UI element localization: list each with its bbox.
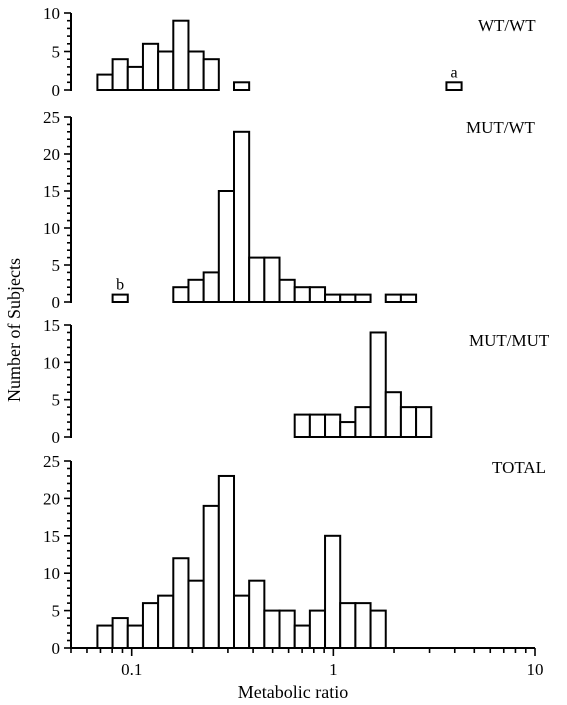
histogram-bar	[233, 594, 251, 650]
histogram-bar	[217, 474, 236, 649]
y-tick-label: 10	[43, 4, 60, 23]
histogram-bar	[354, 293, 372, 304]
panel-label: MUT/WT	[466, 118, 536, 137]
y-tick-label: 10	[43, 353, 60, 372]
histogram-bar	[96, 73, 114, 91]
histogram-bar	[233, 81, 251, 92]
histogram-bar	[445, 81, 463, 92]
y-tick-label: 25	[43, 452, 60, 471]
histogram-bar	[96, 624, 114, 649]
bar-annotation: a	[450, 64, 457, 81]
histogram-bar	[187, 278, 205, 303]
histogram-bar	[339, 421, 357, 439]
histogram-bar	[384, 391, 402, 439]
y-tick-label: 15	[43, 182, 60, 201]
histogram-bar	[369, 609, 387, 649]
histogram-bar	[354, 406, 372, 439]
y-tick-label: 15	[43, 527, 60, 546]
panel-label: MUT/MUT	[469, 331, 550, 350]
histogram-bar	[141, 602, 160, 649]
histogram-bar	[293, 413, 311, 439]
x-tick-label: 10	[527, 660, 544, 679]
histogram-bar	[263, 609, 281, 649]
histogram-bar	[339, 602, 357, 649]
x-tick-label: 0.1	[121, 660, 142, 679]
histogram-bar	[202, 271, 220, 303]
y-tick-label: 0	[52, 428, 61, 447]
histogram-bar	[202, 58, 220, 91]
y-tick-label: 10	[43, 219, 60, 238]
histogram-bar	[248, 579, 266, 649]
panel-wt-wt: 0 5 10 WT/WT a	[43, 4, 536, 100]
y-tick-label: 0	[52, 293, 61, 312]
y-tick-label: 20	[43, 145, 60, 164]
histogram-bar	[111, 58, 129, 91]
histogram-bar	[111, 617, 129, 650]
histogram-bar	[308, 413, 327, 439]
histogram-bar	[308, 286, 327, 304]
histogram-bar	[324, 293, 342, 304]
panel-label: TOTAL	[492, 458, 546, 477]
histogram-bar	[384, 293, 402, 304]
y-tick-label: 5	[52, 391, 61, 410]
bar-annotation: b	[116, 277, 124, 294]
histogram-bar	[263, 256, 281, 304]
histogram-bar	[126, 624, 144, 649]
panel-mut-mut: 0 5 10 15 MUT/MUT	[43, 316, 550, 447]
y-tick-label: 0	[52, 81, 61, 100]
y-tick-label: 5	[52, 43, 61, 62]
histogram-bar	[293, 624, 311, 649]
histogram-bar	[248, 256, 266, 304]
x-axis-title: Metabolic ratio	[238, 682, 348, 702]
histogram-bar	[324, 534, 342, 649]
histogram-bar	[399, 406, 418, 439]
x-axis: 0.1 1 10	[70, 647, 544, 679]
histogram-bar	[278, 278, 296, 303]
y-tick-label: 20	[43, 489, 60, 508]
histogram-bar	[187, 50, 205, 91]
y-tick-label: 0	[52, 639, 61, 658]
histogram-bar	[324, 413, 342, 439]
histogram-bar	[187, 579, 205, 649]
y-axis-title: Number of Subjects	[4, 258, 24, 402]
histogram-panels: 0 5 10 WT/WT a 0 5 10 15 20 25 MUT/WT b 0 5 10 15 MUT/MUT…	[43, 4, 550, 658]
histogram-bar	[233, 130, 251, 303]
histogram-bar	[278, 609, 296, 649]
histogram-bar	[126, 65, 144, 92]
panel-total: 0 5 10 15 20 25 TOTAL	[43, 452, 546, 658]
histogram-bar	[399, 293, 418, 304]
histogram-bar	[415, 406, 433, 439]
histogram-bar	[369, 331, 387, 438]
histogram-bar	[141, 42, 160, 91]
y-tick-label: 25	[43, 108, 60, 127]
panel-label: WT/WT	[478, 16, 536, 35]
histogram-bar	[172, 19, 190, 92]
x-tick-label: 1	[329, 660, 338, 679]
histogram-bar	[217, 190, 236, 303]
histogram-bar	[172, 557, 190, 649]
y-tick-label: 5	[52, 602, 61, 621]
y-tick-label: 15	[43, 316, 60, 335]
histogram-bar	[354, 602, 372, 649]
panel-mut-wt: 0 5 10 15 20 25 MUT/WT b	[43, 108, 536, 312]
histogram-bar	[172, 286, 190, 304]
histogram-bar	[157, 50, 175, 91]
histogram-bar	[293, 286, 311, 304]
histogram-bar	[339, 293, 357, 304]
histogram-bar	[308, 609, 327, 649]
histogram-bar	[157, 594, 175, 650]
histogram-bar	[111, 293, 129, 304]
y-tick-label: 5	[52, 256, 61, 275]
y-tick-label: 10	[43, 564, 60, 583]
histogram-bar	[202, 504, 220, 649]
